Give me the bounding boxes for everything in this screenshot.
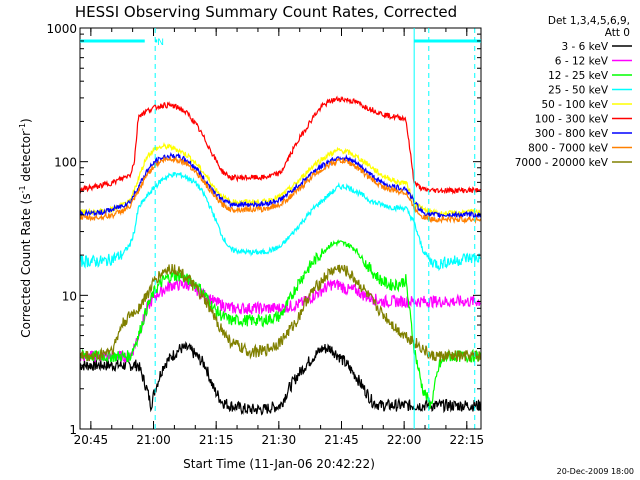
y-axis-label-mid: detector — [19, 131, 33, 186]
y-axis-label-main: Corrected Count Rate (s — [19, 193, 33, 337]
y-axis-label-sup1: -1 — [18, 185, 27, 193]
x-axis-label: Start Time (11-Jan-06 20:42:22) — [183, 457, 375, 471]
series-line-2 — [79, 239, 481, 410]
legend-label-0: 3 - 6 keV — [561, 41, 608, 53]
x-tick-label-5: 22:00 — [387, 433, 422, 447]
x-tick-label-6: 22:15 — [450, 433, 485, 447]
y-axis-label-sup2: -1 — [18, 123, 27, 131]
legend-label-4: 50 - 100 keV — [541, 99, 608, 111]
y-tick-label-2: 100 — [54, 156, 77, 170]
legend: Det 1,3,4,5,6,9, Att 0 3 - 6 keV 6 - 12 k… — [515, 15, 632, 169]
series-line-7 — [79, 155, 481, 225]
legend-header-line1: Det 1,3,4,5,6,9, — [548, 15, 630, 27]
status-bar-label-1: N — [157, 38, 164, 48]
legend-label-7: 800 - 7000 keV — [528, 143, 609, 155]
legend-label-3: 25 - 50 keV — [548, 85, 609, 97]
x-tick-label-0: 20:45 — [74, 433, 109, 447]
series-line-8 — [79, 263, 481, 362]
footer-date: 20-Dec-2009 18:00 — [557, 467, 634, 476]
x-tick-label-4: 21:45 — [324, 433, 359, 447]
chart-title: HESSI Observing Summary Count Rates, Cor… — [75, 3, 457, 21]
y-tick-label-1: 10 — [62, 289, 77, 303]
x-tick-label-1: 21:00 — [136, 433, 171, 447]
legend-label-2: 12 - 25 keV — [548, 70, 609, 82]
plot-area: N 20:45 21:00 21:15 21:30 21:45 22:00 22:15 1 10 1… — [46, 22, 484, 447]
x-tick-label-2: 21:15 — [199, 433, 234, 447]
x-tick-label-3: 21:30 — [262, 433, 297, 447]
y-tick-label-0: 1 — [69, 423, 77, 437]
series-line-3 — [79, 172, 481, 272]
legend-label-5: 100 - 300 keV — [535, 114, 609, 126]
y-tick-label-3: 1000 — [46, 22, 77, 36]
series-line-6 — [79, 151, 481, 220]
y-axis-label: Corrected Count Rate (s-1 detector-1) — [18, 118, 33, 337]
y-axis-label-end: ) — [19, 118, 33, 123]
legend-label-6: 300 - 800 keV — [535, 128, 609, 140]
series-line-5 — [79, 95, 481, 195]
plot-frame — [79, 27, 482, 430]
series-line-0 — [79, 341, 481, 416]
legend-label-1: 6 - 12 keV — [555, 56, 609, 68]
legend-label-8: 7000 - 20000 keV — [515, 157, 609, 169]
series-line-1 — [79, 277, 481, 363]
legend-header-line2: Att 0 — [605, 27, 630, 39]
